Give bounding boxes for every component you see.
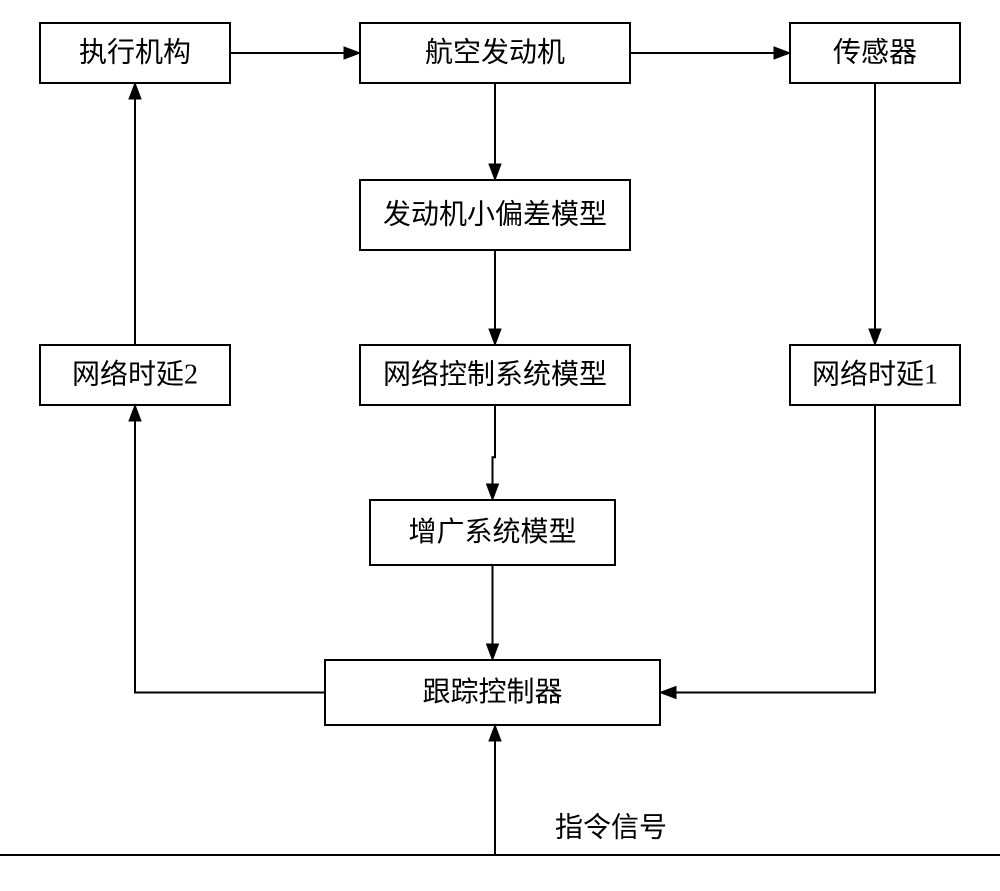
arrowhead bbox=[129, 83, 141, 99]
arrowhead bbox=[487, 484, 499, 500]
arrowhead bbox=[660, 687, 676, 699]
node-ncs_model-label: 网络控制系统模型 bbox=[383, 358, 607, 390]
arrowhead bbox=[489, 164, 501, 180]
arrowhead bbox=[487, 644, 499, 660]
node-aeroengine-label: 航空发动机 bbox=[425, 36, 565, 68]
node-delay1-label: 网络时延1 bbox=[812, 358, 938, 390]
arrowhead bbox=[489, 329, 501, 345]
node-tracking_ctrl-label: 跟踪控制器 bbox=[422, 676, 562, 708]
arrowhead bbox=[129, 405, 141, 421]
node-actuator-label: 执行机构 bbox=[79, 36, 191, 68]
node-delay2-label: 网络时延2 bbox=[72, 358, 198, 390]
command-signal-label: 指令信号 bbox=[555, 811, 667, 843]
node-augmented_model-label: 增广系统模型 bbox=[408, 516, 576, 548]
flowchart-canvas: 执行机构 航空发动机 传感器发动机小偏差模型网络控制系统模型 网络时延2 网络时延1 增广… bbox=[0, 0, 1000, 891]
arrowhead bbox=[489, 725, 501, 741]
arrowhead bbox=[344, 47, 360, 59]
edge-delay1-tracking_ctrl bbox=[660, 405, 875, 693]
edge-tracking_ctrl-delay2 bbox=[135, 405, 325, 693]
arrowhead bbox=[774, 47, 790, 59]
node-sensor-label: 传感器 bbox=[833, 36, 917, 68]
arrowhead bbox=[869, 329, 881, 345]
node-small_dev_model-label: 发动机小偏差模型 bbox=[383, 198, 607, 230]
